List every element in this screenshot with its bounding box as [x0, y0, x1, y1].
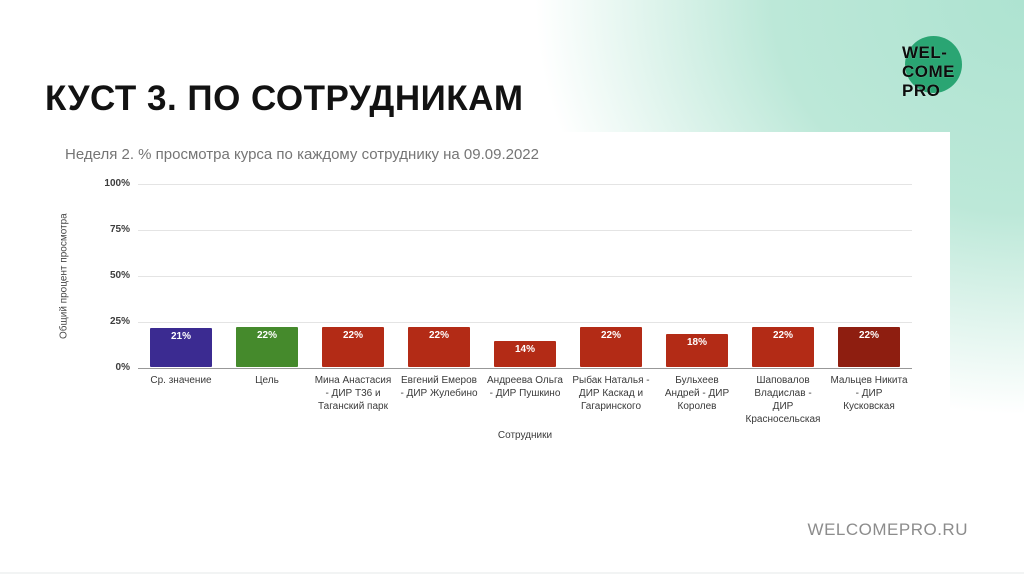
bar-value-label: 22% [858, 329, 879, 341]
bar-slot: 22% [740, 326, 826, 367]
category-label-text: Цель [255, 375, 279, 386]
category-label: Ср. значение [138, 374, 224, 426]
category-label-text: Шаповалов Владислав - ДИР Красносельская [745, 375, 821, 425]
bars: 21% 22% 22% 22% 14% 22% 18% 22% 22% [138, 183, 912, 367]
category-label-text: Андреева Ольга - ДИР Пушкино [487, 375, 563, 399]
bar-value-label: 14% [514, 344, 535, 356]
bar-slot: 22% [826, 326, 912, 367]
gridline [138, 230, 912, 231]
bar: 14% [494, 341, 556, 367]
bar-slot: 14% [482, 341, 568, 367]
gridline [138, 184, 912, 185]
bar: 22% [580, 326, 642, 367]
gridline [138, 322, 912, 323]
category-label: Бульхеев Андрей - ДИР Королев [654, 374, 740, 426]
category-label-text: Евгений Емеров - ДИР Жулебино [400, 375, 478, 399]
bar: 18% [666, 333, 728, 367]
footer-url: WELCOMEPRO.RU [807, 520, 968, 539]
plot-area: 21% 22% 22% 22% 14% 22% 18% 22% 22% [138, 183, 912, 369]
bar: 22% [322, 326, 384, 367]
category-label: Цель [224, 374, 310, 426]
category-label-text: Бульхеев Андрей - ДИР Королев [664, 375, 730, 412]
slide-bottom-divider [0, 572, 1024, 574]
bar-slot: 18% [654, 333, 740, 367]
bar-value-label: 21% [170, 331, 191, 343]
x-axis-baseline [138, 368, 912, 369]
logo-line-1: WEL- [902, 43, 948, 62]
category-label: Мальцев Никита - ДИР Кусковская [826, 374, 912, 426]
category-label-text: Ср. значение [150, 375, 212, 386]
y-tick-label: 25% [109, 316, 130, 327]
bar-slot: 22% [396, 326, 482, 367]
bar: 21% [150, 328, 212, 367]
bar-value-label: 22% [600, 329, 621, 341]
chart-title: Неделя 2. % просмотра курса по каждому с… [65, 146, 539, 163]
gridline [138, 276, 912, 277]
slide-title: КУСТ 3. ПО СОТРУДНИКАМ [45, 79, 524, 119]
bar-value-label: 22% [256, 329, 277, 341]
category-label: Шаповалов Владислав - ДИР Красносельская [740, 374, 826, 426]
bar-slot: 22% [224, 326, 310, 367]
bar: 22% [838, 326, 900, 367]
category-label: Андреева Ольга - ДИР Пушкино [482, 374, 568, 426]
category-label: Мина Анастасия - ДИР Т36 и Таганский пар… [310, 374, 396, 426]
bar-value-label: 22% [772, 329, 793, 341]
y-tick-label: 0% [115, 362, 130, 373]
category-label-text: Рыбак Наталья - ДИР Каскад и Гагаринског… [572, 375, 650, 412]
logo-wordmark: WEL- COME PRO [902, 43, 955, 100]
bar-value-label: 18% [686, 336, 707, 348]
bar-slot: 21% [138, 328, 224, 367]
welcomepro-logo: WEL- COME PRO [898, 34, 974, 112]
logo-line-3: PRO [902, 81, 941, 100]
y-tick-label: 100% [104, 178, 130, 189]
logo-line-2: COME [902, 62, 955, 81]
bar-slot: 22% [568, 326, 654, 367]
bar-value-label: 22% [428, 329, 449, 341]
logo-circle-icon [905, 36, 962, 93]
y-tick-label: 75% [109, 224, 130, 235]
category-label-text: Мина Анастасия - ДИР Т36 и Таганский пар… [314, 375, 392, 412]
bar: 22% [752, 326, 814, 367]
bar: 22% [408, 326, 470, 367]
bar: 22% [236, 326, 298, 367]
category-label: Евгений Емеров - ДИР Жулебино [396, 374, 482, 426]
chart-panel: Неделя 2. % просмотра курса по каждому с… [35, 132, 950, 458]
bar-value-label: 22% [342, 329, 363, 341]
bar-slot: 22% [310, 326, 396, 367]
x-axis-label: Сотрудники [497, 430, 553, 441]
category-label-text: Мальцев Никита - ДИР Кусковская [830, 375, 908, 412]
category-labels: Ср. значение Цель Мина Анастасия - ДИР Т36… [138, 374, 912, 426]
category-label: Рыбак Наталья - ДИР Каскад и Гагаринског… [568, 374, 654, 426]
y-tick-label: 50% [109, 270, 130, 281]
